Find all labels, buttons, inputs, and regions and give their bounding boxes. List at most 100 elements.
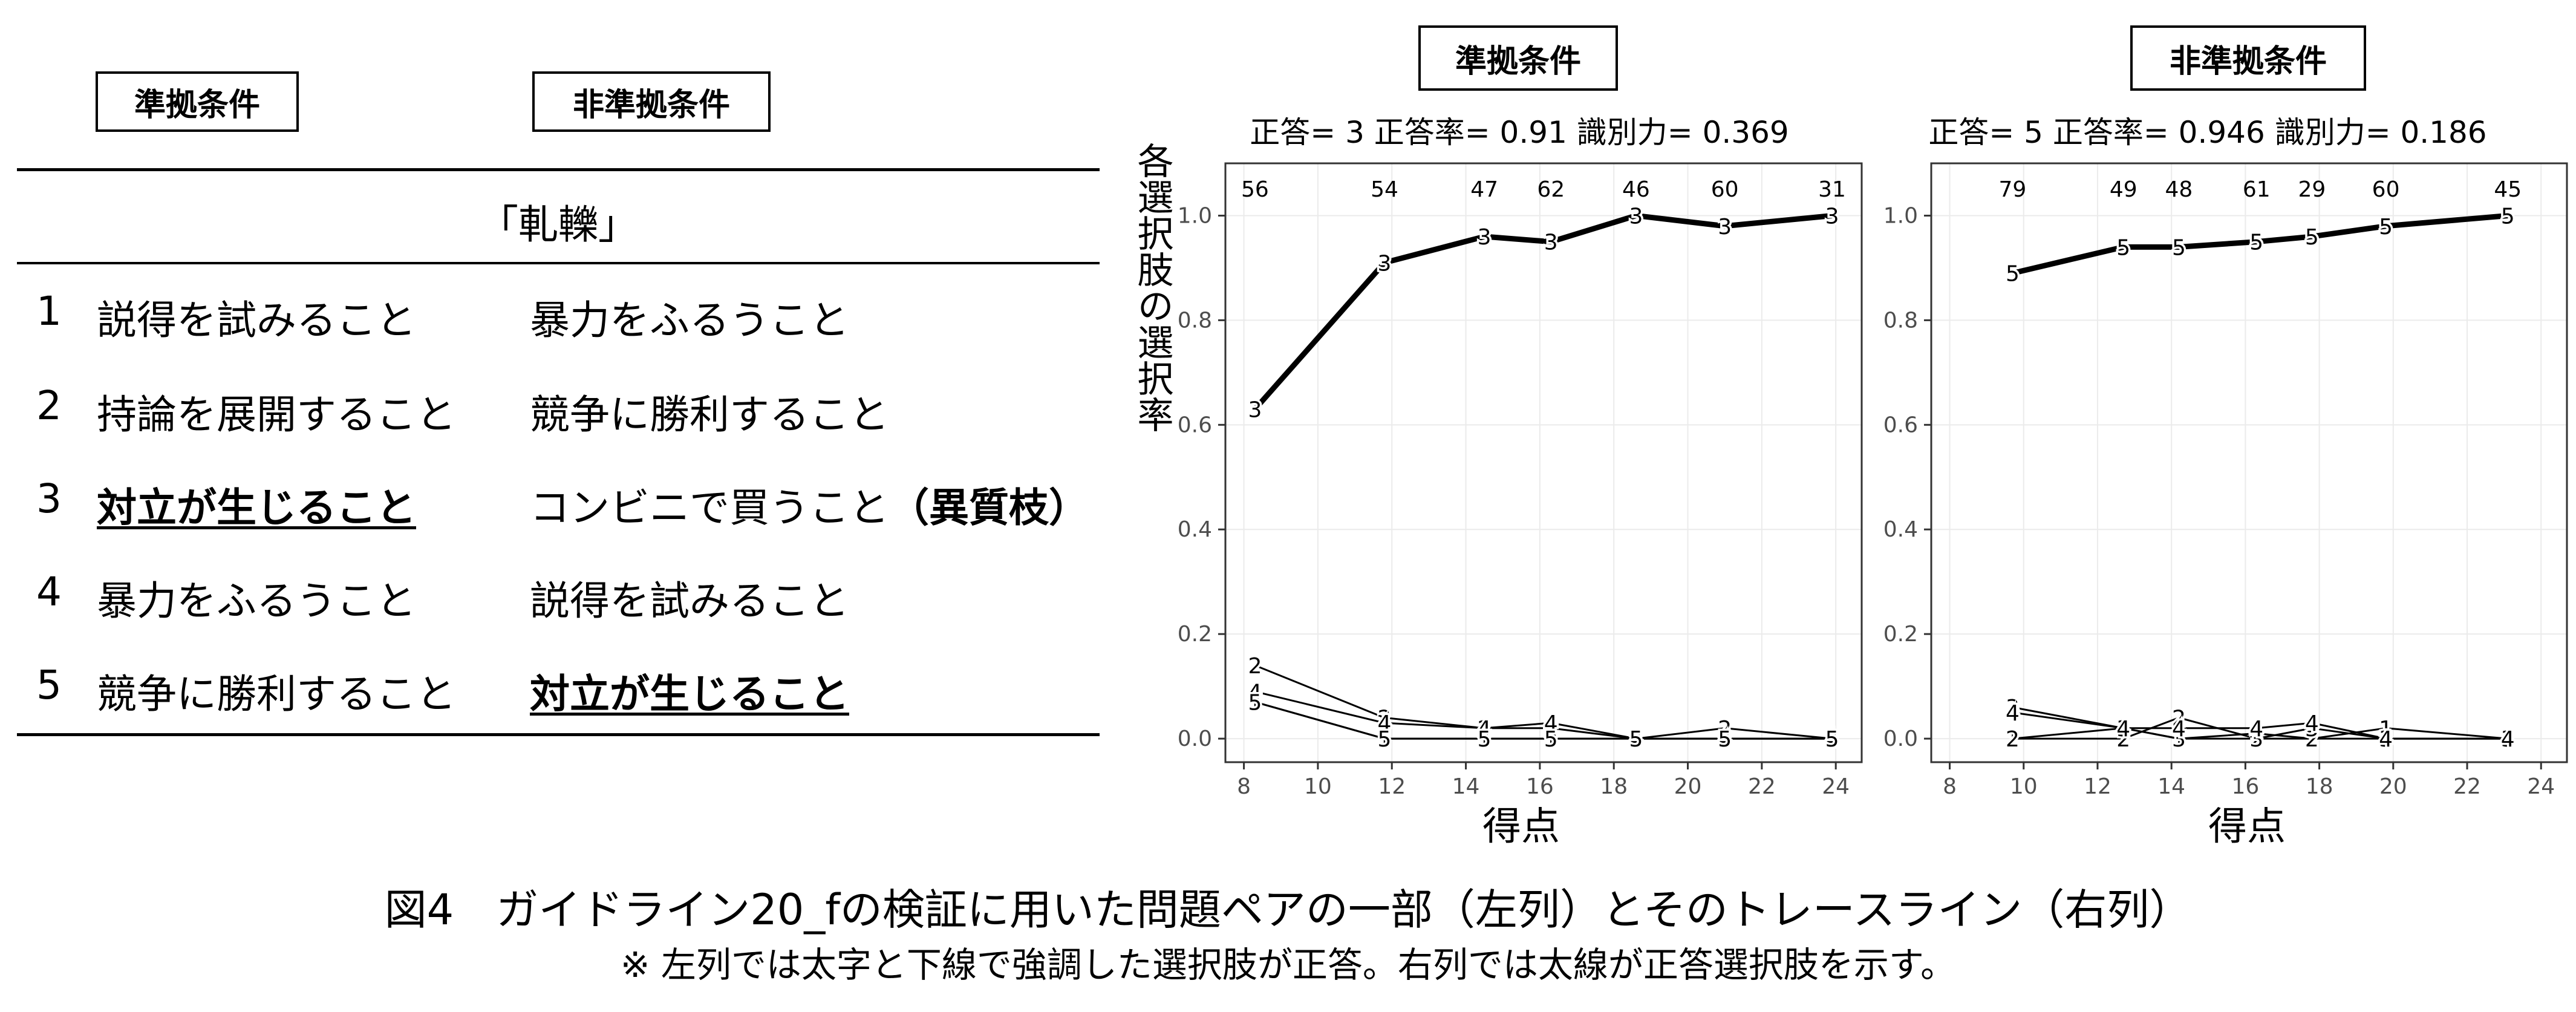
point-label: 5 xyxy=(1629,727,1643,752)
y-tick-label: 0.2 xyxy=(1883,622,1918,647)
x-tick-label: 24 xyxy=(2527,774,2555,799)
point-label: 5 xyxy=(1248,691,1262,716)
point-label: 5 xyxy=(2006,262,2020,287)
point-label: 3 xyxy=(2305,717,2319,742)
count-label: 62 xyxy=(1537,177,1565,202)
option-right: 競争に勝利すること xyxy=(530,391,889,438)
point-label: 2 xyxy=(1378,707,1392,731)
chart1-title: 正答= 3 正答率= 0.91 識別力= 0.369 xyxy=(1250,115,1789,150)
x-tick-label: 18 xyxy=(1600,774,1628,799)
point-label: 5 xyxy=(1478,727,1492,752)
point-label: 4 xyxy=(2249,717,2263,742)
point-label: 3 xyxy=(1478,225,1492,250)
point-label: 1 xyxy=(2501,727,2515,752)
count-label: 47 xyxy=(1470,177,1498,202)
point-label: 5 xyxy=(2379,215,2393,240)
option-left: 暴力をふるうこと xyxy=(97,578,416,624)
option-right: 説得を試みること xyxy=(530,578,849,624)
row-number: 4 xyxy=(36,569,62,615)
count-label: 79 xyxy=(1999,177,2027,202)
y-tick-label: 0.4 xyxy=(1178,517,1212,542)
point-label: 1 xyxy=(2379,717,2393,742)
chart2-header: 非準拠条件 xyxy=(2169,43,2327,80)
header-noncompliant-box: 非準拠条件 xyxy=(532,71,771,132)
header-compliant-box: 準拠条件 xyxy=(96,71,299,132)
table-bottom-rule xyxy=(17,733,1100,736)
point-label: 4 xyxy=(1478,717,1492,742)
heterogeneous-note: （異質枝） xyxy=(889,485,1089,531)
point-label: 3 xyxy=(2379,727,2393,752)
x-tick-label: 14 xyxy=(2157,774,2185,799)
figure-subcaption: ※ 左列では太字と下線で強調した選択肢が正答。右列では太線が正答選択肢を示す。 xyxy=(620,944,1956,985)
x-tick-label: 22 xyxy=(2453,774,2481,799)
x-tick-label: 10 xyxy=(1304,774,1332,799)
point-label: 4 xyxy=(2116,717,2130,742)
point-label: 3 xyxy=(1248,397,1262,422)
figure-caption: 図4 ガイドライン20_fの検証に用いた問題ペアの一部（左列）とそのトレースライ… xyxy=(384,885,2192,935)
point-label: 1 xyxy=(1248,691,1262,716)
row-number: 1 xyxy=(36,288,62,335)
point-label: 3 xyxy=(2249,727,2263,752)
option-right-heterogeneous: コンビニで買うこと（異質枝） xyxy=(530,475,1089,534)
x-tick-label: 8 xyxy=(1943,774,1957,799)
x-tick-label: 20 xyxy=(2379,774,2407,799)
y-tick-label: 0.4 xyxy=(1883,517,1918,542)
y-tick-label: 0.0 xyxy=(1883,726,1918,751)
table-top-rule xyxy=(17,168,1100,171)
point-label: 4 xyxy=(1718,727,1732,752)
count-label: 48 xyxy=(2165,177,2193,202)
count-label: 56 xyxy=(1241,177,1269,202)
option-right: 暴力をふるうこと xyxy=(530,297,849,344)
point-label: 1 xyxy=(1629,727,1643,752)
point-label: 3 xyxy=(1629,204,1643,229)
point-label: 1 xyxy=(2305,727,2319,752)
point-label: 2 xyxy=(1718,717,1732,742)
point-label: 5 xyxy=(2172,235,2186,260)
chart1-header: 準拠条件 xyxy=(1455,43,1581,80)
point-label: 2 xyxy=(2116,727,2130,752)
x-tick-label: 8 xyxy=(1237,774,1251,799)
y-tick-label: 0.8 xyxy=(1883,308,1918,333)
point-label: 4 xyxy=(2501,727,2515,752)
point-label: 2 xyxy=(2172,707,2186,731)
chart1-ylabel: 各選択肢の選択率 xyxy=(1131,142,1173,433)
point-label: 3 xyxy=(1825,204,1839,229)
plot-panel xyxy=(1930,162,2568,763)
point-label: 2 xyxy=(1478,717,1492,742)
point-label: 2 xyxy=(2006,727,2020,752)
option-left: 競争に勝利すること xyxy=(97,671,456,717)
point-label: 5 xyxy=(2501,204,2515,229)
y-tick-label: 0.6 xyxy=(1178,413,1212,437)
point-label: 1 xyxy=(1378,727,1392,752)
point-label: 4 xyxy=(1378,711,1392,736)
point-label: 1 xyxy=(2116,717,2130,742)
count-label: 54 xyxy=(1371,177,1398,202)
point-label: 4 xyxy=(2379,727,2393,752)
point-label: 4 xyxy=(1825,727,1839,752)
point-label: 3 xyxy=(2172,727,2186,752)
point-label: 4 xyxy=(1629,727,1643,752)
point-label: 5 xyxy=(1825,727,1839,752)
point-label: 2 xyxy=(1825,727,1839,752)
point-label: 2 xyxy=(2249,727,2263,752)
point-label: 3 xyxy=(2006,696,2020,720)
x-tick-label: 12 xyxy=(1378,774,1406,799)
header-compliant: 準拠条件 xyxy=(134,87,260,123)
chart2-title: 正答= 5 正答率= 0.946 識別力= 0.186 xyxy=(1928,115,2486,150)
point-label: 2 xyxy=(1248,654,1262,679)
point-label: 1 xyxy=(2249,722,2263,746)
x-tick-label: 16 xyxy=(1526,774,1554,799)
point-label: 2 xyxy=(2501,727,2515,752)
point-label: 1 xyxy=(1544,727,1558,752)
point-label: 1 xyxy=(1825,727,1839,752)
point-label: 5 xyxy=(1544,727,1558,752)
point-label: 3 xyxy=(1718,215,1732,240)
point-label: 4 xyxy=(1248,680,1262,705)
option-right-text: コンビニで買うこと xyxy=(530,485,889,531)
series-line xyxy=(1254,664,1833,740)
chart1-header-box: 準拠条件 xyxy=(1418,25,1618,91)
y-tick-label: 0.0 xyxy=(1178,726,1212,751)
count-label: 49 xyxy=(2110,177,2137,202)
row-number: 5 xyxy=(36,662,62,708)
